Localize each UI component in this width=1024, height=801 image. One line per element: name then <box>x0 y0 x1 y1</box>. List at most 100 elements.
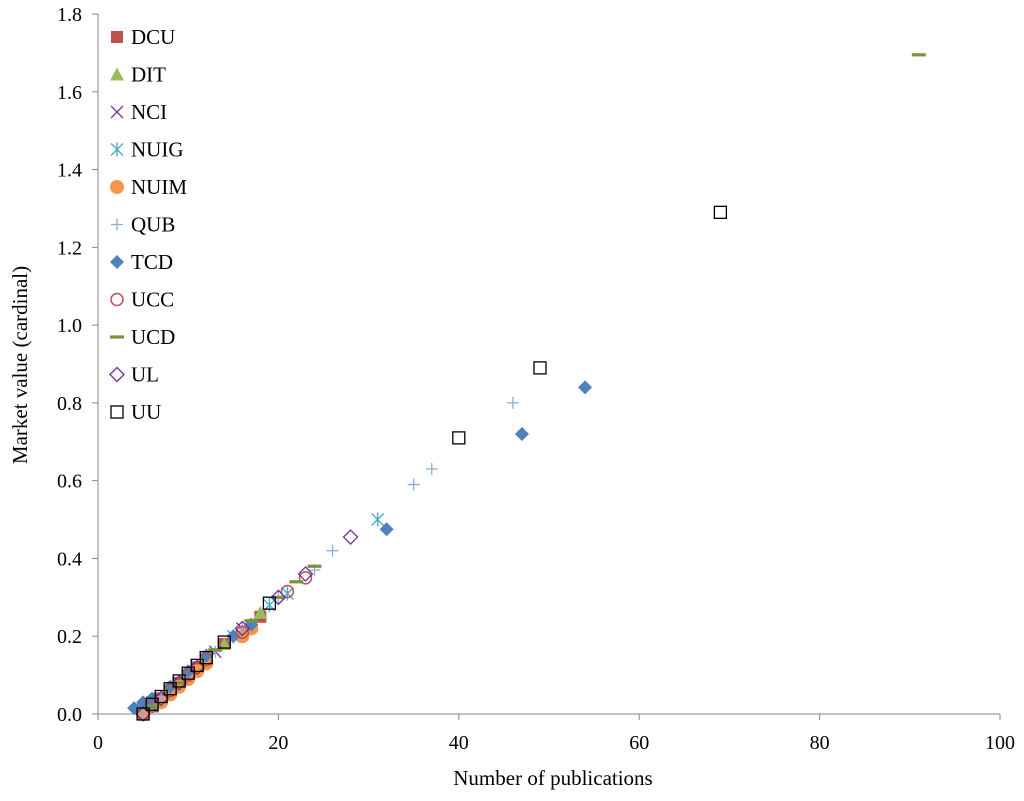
data-points <box>127 53 926 722</box>
legend-label: NUIG <box>131 138 184 162</box>
data-point <box>289 580 304 584</box>
legend-item-qub: QUB <box>111 213 175 237</box>
data-point <box>235 625 250 640</box>
y-tick-label: 0.6 <box>57 471 82 493</box>
y-tick-label: 0.8 <box>57 393 82 415</box>
data-point <box>262 596 277 610</box>
legend-item-nuig: NUIG <box>110 138 184 162</box>
data-point <box>172 681 187 685</box>
legend: DCU DIT NCI NUIG NUIM QUB TCD UCC UCD UL UU <box>109 25 187 424</box>
y-tick-label: 1.4 <box>57 160 82 182</box>
x-axis-title: Number of publications <box>453 766 652 790</box>
data-point <box>163 682 177 696</box>
legend-item-ucd: UCD <box>110 325 175 349</box>
legend-marker <box>110 142 124 157</box>
legend-marker <box>110 405 124 419</box>
data-point <box>145 704 160 708</box>
legend-marker <box>110 105 124 119</box>
data-point <box>280 584 295 599</box>
y-tick-label: 0.4 <box>57 548 82 570</box>
legend-label: NCI <box>131 100 167 124</box>
legend-marker <box>110 180 124 194</box>
x-tick-label: 60 <box>629 732 649 754</box>
x-tick-label: 100 <box>985 732 1015 754</box>
y-axis-title: Market value (cardinal) <box>8 266 32 464</box>
data-point <box>253 605 268 619</box>
data-point <box>217 635 231 649</box>
data-point <box>713 205 728 219</box>
data-point <box>145 697 159 711</box>
y-tick-label: 1.0 <box>57 315 82 337</box>
data-point <box>137 708 150 720</box>
y-tick-label: 1.2 <box>57 237 82 259</box>
legend-label: QUB <box>131 213 175 237</box>
y-tick-label: 0.0 <box>57 704 82 726</box>
data-point <box>307 564 322 568</box>
x-tick-label: 40 <box>449 732 469 754</box>
data-point <box>190 658 204 673</box>
legend-label: UU <box>131 400 161 424</box>
data-point <box>506 396 519 409</box>
tick-labels: 0.0 0.2 0.4 0.6 0.8 1.0 1.2 1.4 1.6 1.8 0 20 40 60 80 1… <box>57 4 1015 754</box>
data-point <box>452 431 466 445</box>
legend-marker <box>110 67 124 81</box>
data-point <box>135 706 152 722</box>
legend-label: TCD <box>131 250 173 274</box>
data-point <box>407 478 420 491</box>
y-tick-label: 1.8 <box>57 4 82 26</box>
data-point <box>189 659 206 676</box>
data-point <box>514 427 529 441</box>
legend-item-dit: DIT <box>110 63 166 87</box>
legend-label: DIT <box>131 63 166 87</box>
legend-marker <box>111 31 123 43</box>
legend-item-nuim: NUIM <box>110 175 187 199</box>
legend-label: DCU <box>131 25 175 49</box>
legend-marker <box>110 292 124 307</box>
data-point <box>172 674 186 688</box>
legend-item-tcd: TCD <box>110 250 173 274</box>
data-point <box>171 674 188 691</box>
legend-item-ucc: UCC <box>110 288 174 312</box>
legend-item-ul: UL <box>109 363 159 387</box>
legend-label: UL <box>131 363 159 387</box>
data-point <box>533 361 547 375</box>
legend-marker <box>110 255 124 269</box>
axes <box>97 14 1000 715</box>
data-point <box>578 380 593 395</box>
data-point <box>181 666 195 680</box>
data-point <box>244 619 259 623</box>
series-ucd <box>145 53 926 708</box>
data-point <box>297 566 314 582</box>
legend-label: UCC <box>131 288 174 312</box>
data-point <box>270 589 287 606</box>
legend-item-uu: UU <box>110 400 161 424</box>
x-tick-label: 20 <box>268 732 288 754</box>
legend-label: UCD <box>131 325 175 349</box>
data-point <box>379 522 394 537</box>
data-point <box>154 689 168 704</box>
legend-marker <box>111 218 123 231</box>
x-tick-label: 80 <box>810 732 830 754</box>
series-uu <box>136 205 728 721</box>
data-point <box>153 690 170 707</box>
legend-marker <box>110 335 124 339</box>
legend-marker <box>109 366 125 383</box>
data-point <box>234 620 251 637</box>
legend-item-nci: NCI <box>110 100 167 124</box>
x-tick-label: 0 <box>93 732 103 754</box>
legend-item-dcu: DCU <box>111 25 175 49</box>
data-point <box>208 648 223 652</box>
data-point <box>199 650 213 665</box>
data-point <box>342 529 359 545</box>
data-point <box>326 544 339 557</box>
series-ul <box>135 529 359 722</box>
data-point <box>136 707 150 721</box>
data-point <box>911 53 926 57</box>
legend-label: NUIM <box>131 175 187 199</box>
y-tick-label: 0.2 <box>57 626 82 648</box>
data-point <box>271 595 286 599</box>
y-tick-label: 1.6 <box>57 82 82 104</box>
data-point <box>425 463 438 475</box>
